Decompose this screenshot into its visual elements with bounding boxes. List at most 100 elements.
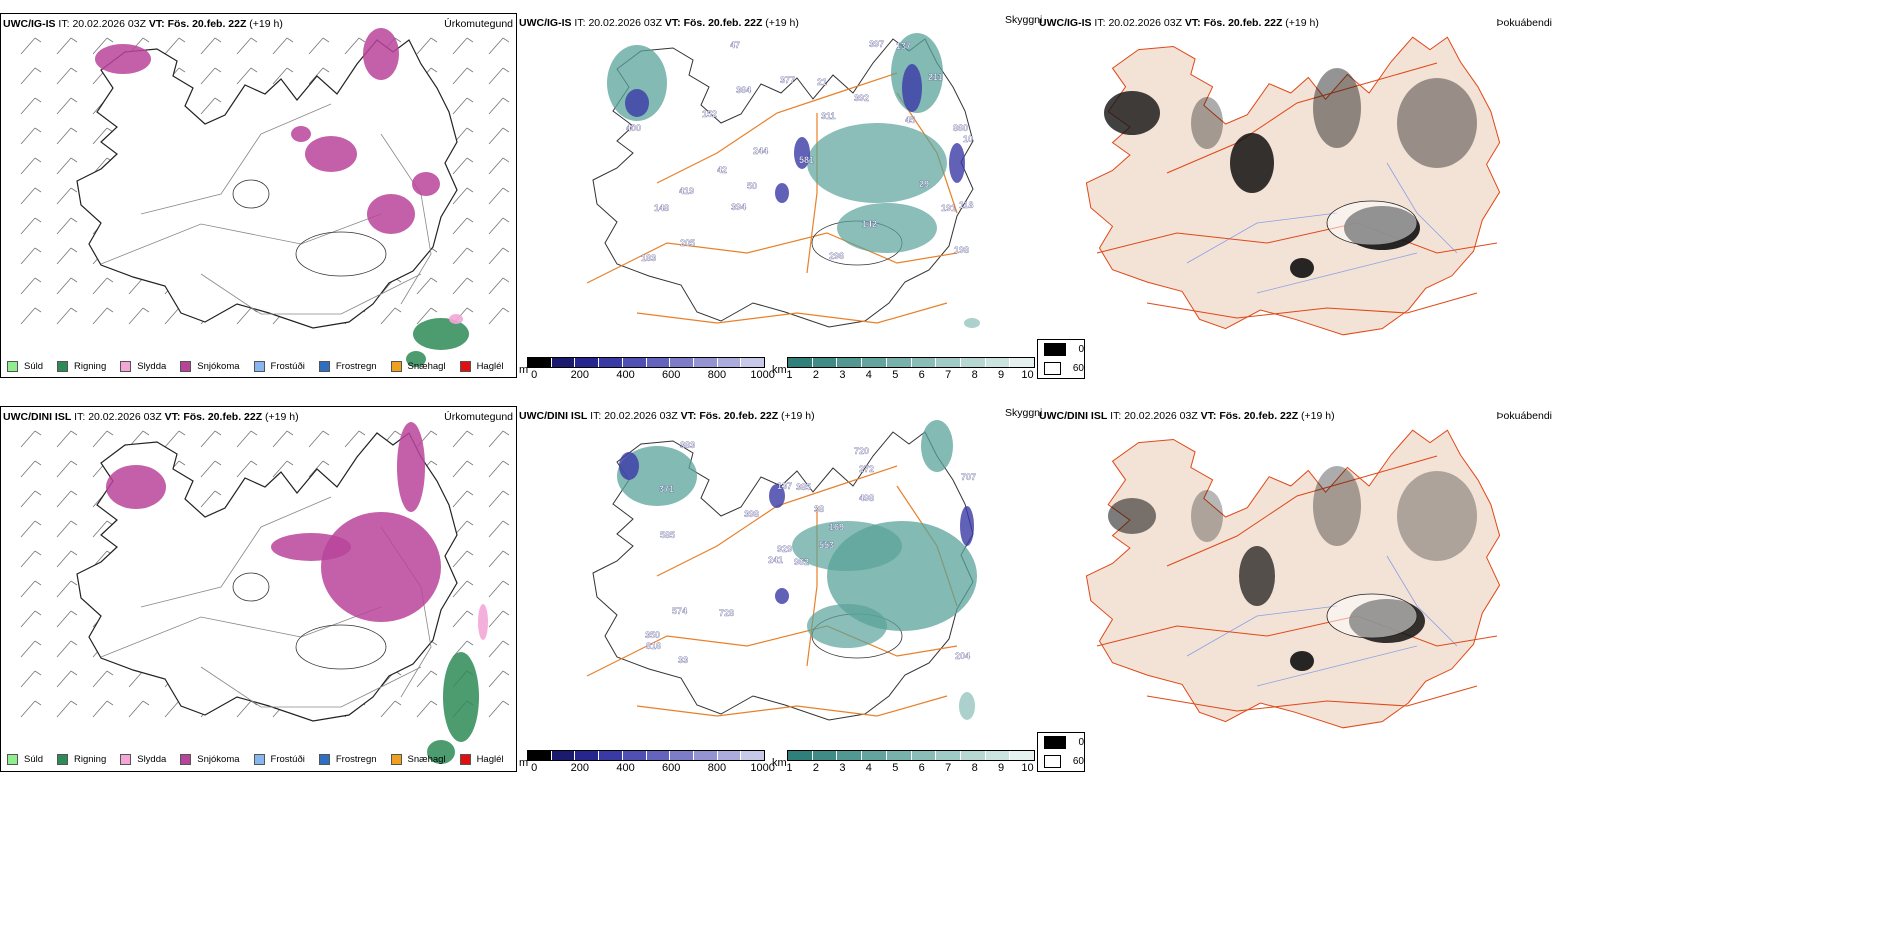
legend-swatch	[7, 753, 18, 765]
panel-title: UWC/DINI ISL IT: 20.02.2026 03Z VT: Fös.…	[3, 411, 299, 423]
low-ceiling-area	[775, 183, 789, 203]
cloud-legend-label: 0	[1078, 344, 1084, 355]
precip-panel-1: UWC/IG-IS IT: 20.02.2026 03Z VT: Fös. 20…	[0, 13, 517, 378]
colorbar-segment	[985, 751, 1011, 760]
low-visibility-area	[807, 604, 887, 648]
ceiling-height-label: 728	[719, 608, 734, 618]
ceiling-height-label: 198	[954, 245, 969, 255]
low-ceiling-area	[625, 89, 649, 117]
ceiling-height-label: 707	[961, 472, 976, 482]
snow-area	[271, 533, 351, 561]
cloud-label: Þokuábendi	[1496, 410, 1552, 422]
legend-label: Snæhagl	[407, 360, 446, 372]
colorbar-tick-label: 5	[892, 762, 899, 774]
ceiling-height-label: 392	[854, 93, 869, 103]
snow-area	[305, 136, 357, 172]
snow-area	[291, 126, 311, 142]
legend-label: Frostregn	[335, 360, 377, 372]
cloud-legend-item: 60	[1038, 752, 1084, 771]
colorbar-segment	[812, 751, 838, 760]
legend-swatch	[459, 753, 471, 765]
visibility-unit: km	[772, 757, 787, 769]
visibility-map-2: 962 371 929 350 169 728 720 385 272 553 383 204 585 7…	[586, 420, 977, 721]
legend-label: Frostregn	[335, 753, 377, 765]
colorbar-tick-label: 6	[918, 762, 925, 774]
colorbar-segment	[936, 751, 961, 760]
legend-label: Súld	[24, 360, 44, 372]
ceiling-height-label: 371	[659, 484, 674, 494]
colorbar	[527, 357, 765, 368]
legend-item: Haglél	[459, 753, 504, 765]
rivers	[1186, 555, 1458, 687]
snow-area	[367, 194, 415, 234]
legend-item: Súld	[7, 753, 43, 765]
snow-area	[412, 172, 440, 196]
precip-legend-1: Súld Rigning Slydda Snjókoma Frostúði Frostre…	[7, 358, 518, 374]
legend-item: Súld	[7, 360, 44, 372]
ceiling-unit: m	[519, 757, 529, 769]
ceiling-height-label: 33	[678, 655, 688, 665]
colorbar-segment	[717, 751, 742, 760]
visibility-map-1: 364 860 392 10 244 118 50 397 191 211 152 29 45 394 14…	[586, 33, 980, 328]
ceiling-height-label: 394	[731, 202, 746, 212]
legend-label: Rigning	[74, 753, 107, 765]
colorbar-segment	[646, 751, 671, 760]
legend-label: Frostúði	[270, 360, 305, 372]
fog-area	[1313, 466, 1361, 546]
colorbar-segment	[551, 358, 576, 367]
legend-swatch	[253, 360, 265, 372]
ceiling-height-label: 553	[819, 540, 834, 550]
colorbar-segment	[599, 751, 623, 760]
colorbar-segment	[622, 751, 647, 760]
colorbar-segment	[575, 751, 600, 760]
ceiling-height-label: 929	[777, 544, 792, 554]
snow-area	[95, 44, 151, 74]
panel-title: UWC/IG-IS IT: 20.02.2026 03Z VT: Fös. 20…	[1039, 17, 1319, 29]
panel-title: UWC/DINI ISL IT: 20.02.2026 03Z VT: Fös.…	[519, 410, 815, 422]
legend-item: Slydda	[120, 753, 166, 765]
colorbar-segment	[1010, 751, 1035, 760]
legend-item: Frostúði	[253, 753, 305, 765]
ceiling-height-label: 205	[680, 238, 695, 248]
colorbar-tick-label: 2	[812, 762, 819, 774]
legend-item: Frostregn	[318, 360, 377, 372]
glacier-outline	[1326, 200, 1418, 246]
legend-item: Snjókoma	[180, 360, 240, 372]
colorbar-tick-label: 10	[1021, 369, 1034, 381]
ceiling-height-label: 585	[660, 530, 675, 540]
low-ceiling-area	[769, 484, 785, 508]
low-visibility-area	[959, 692, 975, 720]
ceiling-height-label: 29	[919, 179, 929, 189]
legend-label: Snæhagl	[407, 753, 446, 765]
rain-area	[406, 351, 426, 367]
legend-item: Snjókoma	[180, 753, 240, 765]
cloud-panel-2: UWC/DINI ISL IT: 20.02.2026 03Z VT: Fös.…	[1037, 406, 1552, 736]
colorbar-segment	[741, 358, 765, 367]
cloud-legend-swatch	[1044, 362, 1061, 375]
precip-legend-2: Súld Rigning Slydda Snjókoma Frostúði Frostre…	[7, 751, 518, 767]
glacier-outline	[295, 624, 387, 670]
ceiling-height-label: 377	[780, 75, 795, 85]
ceiling-height-label: 137	[896, 41, 911, 51]
colorbar-tick-label: 5	[892, 369, 899, 381]
colorbar-segment	[886, 751, 912, 760]
legend-item: Rigning	[57, 360, 106, 372]
glacier-outline	[1326, 593, 1418, 639]
cloud-legend-2: 0 60	[1037, 732, 1085, 772]
colorbar-tick-label: 4	[865, 762, 872, 774]
colorbar-segment	[862, 358, 887, 367]
colorbar	[787, 750, 1035, 761]
legend-swatch	[253, 753, 265, 765]
ceiling-height-label: 191	[941, 203, 956, 213]
low-visibility-area	[807, 123, 947, 203]
ceiling-height-label: 137	[777, 481, 792, 491]
snow-area	[363, 28, 399, 80]
cloud-legend-label: 0	[1078, 737, 1084, 748]
colorbar-tick-label: 0	[531, 369, 538, 381]
ceiling-height-label: 385	[796, 482, 811, 492]
colorbar-tick-label: 400	[616, 369, 635, 381]
rain-area	[443, 652, 479, 742]
glacier-outline	[295, 231, 387, 277]
colorbar-segment	[911, 358, 937, 367]
ceiling-height-label: 272	[859, 464, 874, 474]
